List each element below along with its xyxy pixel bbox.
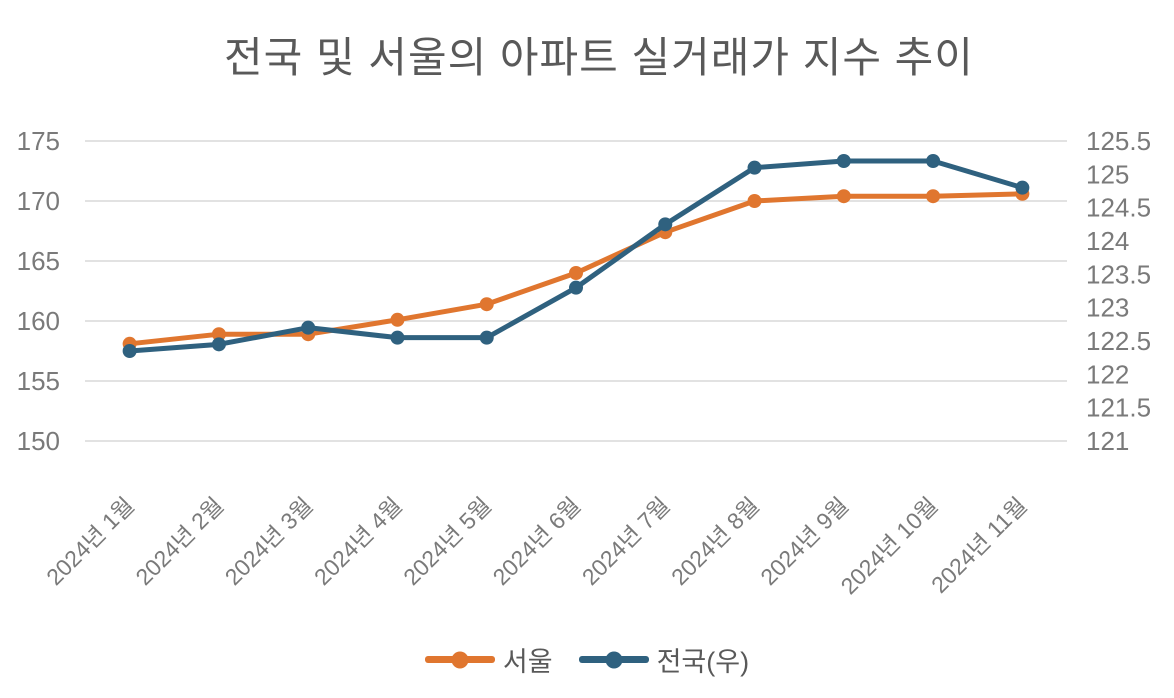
chart-title: 전국 및 서울의 아파트 실거래가 지수 추이	[224, 34, 974, 81]
data-point-nationwide	[301, 320, 316, 335]
x-axis-tick-label: 2024년 5월	[398, 492, 496, 590]
data-point-seoul	[926, 189, 941, 204]
left-axis-tick-label: 175	[17, 126, 60, 156]
data-point-nationwide	[479, 330, 494, 345]
x-axis-tick-label: 2024년 9월	[755, 492, 853, 590]
data-point-nationwide	[122, 344, 137, 358]
left-axis-tick-label: 155	[17, 366, 60, 396]
x-axis-tick-label: 2024년 1월	[41, 492, 139, 590]
right-axis-tick-label: 121	[1086, 426, 1129, 456]
data-point-nationwide	[390, 330, 405, 345]
legend-label: 전국(우)	[656, 647, 750, 677]
legend-line-marker-icon	[424, 651, 495, 668]
x-axis-tick-label: 2024년 3월	[220, 492, 318, 590]
data-point-nationwide	[658, 217, 673, 232]
legend-item-seoul: 서울	[424, 640, 553, 679]
data-point-nationwide	[569, 280, 583, 295]
data-point-seoul	[211, 327, 226, 342]
data-point-seoul	[836, 189, 851, 204]
data-point-seoul	[747, 194, 762, 208]
data-point-nationwide	[926, 154, 941, 168]
x-axis-tick-label: 2024년 11월	[926, 492, 1032, 598]
legend-item-nationwide: 전국(우)	[578, 640, 750, 679]
series-line-nationwide	[127, 158, 1025, 354]
right-axis-tick-label: 123	[1086, 293, 1129, 323]
x-axis-tick-label: 2024년 10월	[836, 492, 943, 599]
left-axis-tick-label: 150	[17, 426, 60, 456]
legend-line-marker-icon	[578, 651, 649, 668]
data-point-seoul	[390, 312, 405, 327]
right-axis-tick-label: 125	[1086, 159, 1129, 189]
data-point-seoul	[479, 297, 494, 312]
x-axis-tick-label: 2024년 8월	[666, 492, 764, 590]
legend-dot-icon	[605, 651, 623, 668]
legend-dot-icon	[451, 651, 469, 668]
left-axis-tick-label: 170	[17, 186, 60, 216]
right-axis-tick-label: 124	[1086, 226, 1129, 256]
data-point-nationwide	[211, 337, 226, 352]
x-axis-tick-label: 2024년 2월	[130, 492, 228, 590]
right-axis-tick-label: 122	[1086, 359, 1129, 389]
right-axis-tick-label: 124.5	[1086, 193, 1151, 223]
data-point-nationwide	[1015, 180, 1030, 195]
data-point-seoul	[569, 266, 583, 280]
right-axis-tick-label: 122.5	[1086, 326, 1151, 356]
x-axis-tick-label: 2024년 7월	[577, 492, 675, 590]
x-axis-tick-label: 2024년 6월	[487, 492, 585, 590]
legend-label: 서울	[502, 647, 553, 677]
chart-legend: 서울 전국(우)	[0, 640, 1174, 679]
x-axis-tick-label: 2024년 4월	[309, 492, 407, 590]
right-axis-tick-label: 125.5	[1086, 126, 1151, 156]
data-point-nationwide	[747, 160, 762, 175]
right-axis-tick-label: 123.5	[1086, 259, 1151, 289]
left-axis-tick-label: 165	[17, 246, 60, 276]
left-axis-tick-label: 160	[17, 306, 60, 336]
right-axis-tick-label: 121.5	[1086, 393, 1151, 423]
data-point-nationwide	[836, 154, 851, 168]
